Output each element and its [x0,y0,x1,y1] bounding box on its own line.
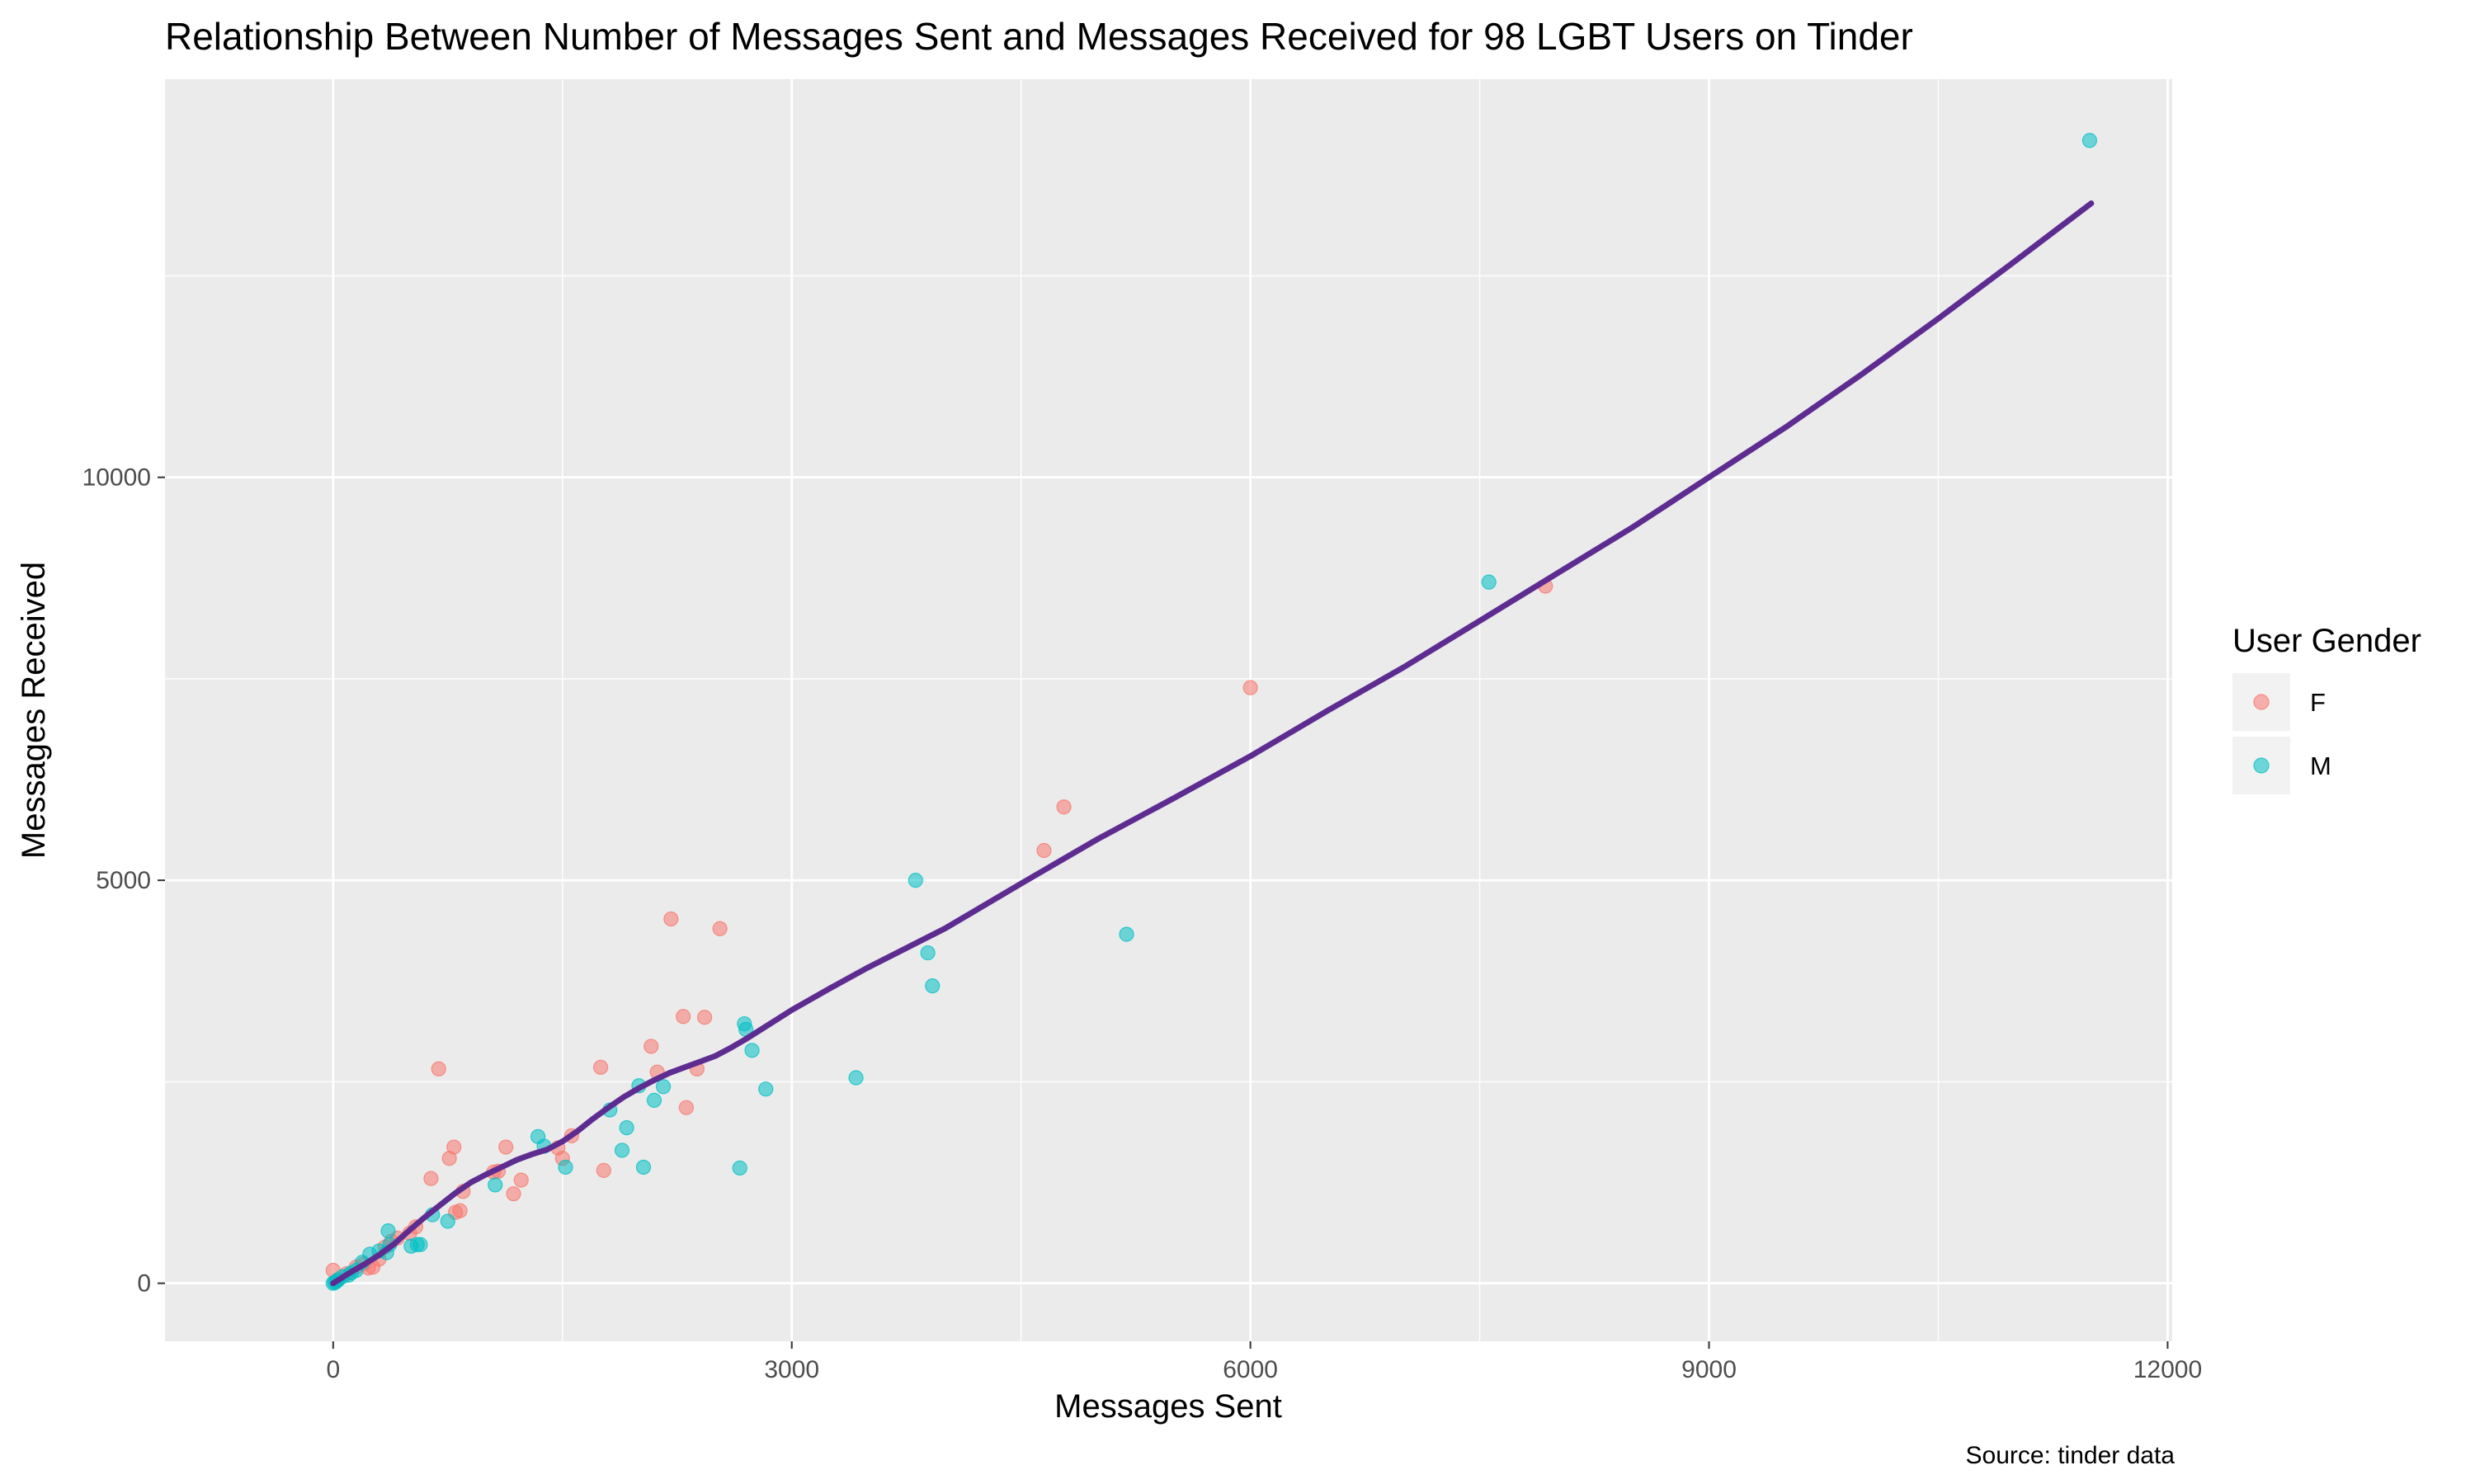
y-tick-label: 10000 [82,464,151,492]
legend: User Gender F M [2232,623,2421,794]
data-point-m [744,1043,760,1058]
data-point-f [506,1186,521,1202]
data-point-m [1481,574,1497,590]
x-tick-label: 6000 [1223,1356,1278,1383]
data-point-m [488,1177,503,1193]
data-point-m [908,873,923,888]
data-point-m [920,945,936,961]
x-tick-label: 3000 [764,1356,819,1383]
data-point-f [431,1061,446,1076]
data-point-m [635,1159,652,1175]
data-point-f [513,1172,529,1188]
y-tick-label: 5000 [96,867,151,894]
data-point-m [925,978,940,994]
y-axis-title: Messages Received [16,562,52,859]
data-point-m [380,1223,396,1239]
data-point-f [1242,680,1258,695]
data-point-m [1119,926,1134,942]
chart-title: Relationship Between Number of Messages … [165,15,1913,58]
data-point-f [1036,842,1052,859]
data-point-m [2081,133,2098,148]
data-point-f [423,1171,439,1186]
x-axis-ticks: 0 3000 6000 9000 12000 [326,1341,2202,1383]
data-point-f [697,1010,713,1025]
legend-label-m: M [2310,751,2331,780]
x-tick-label: 9000 [1681,1356,1737,1383]
x-tick-label: 12000 [2133,1356,2202,1383]
source-caption: Source: tinder data [1966,1442,2176,1469]
data-point-f [712,921,728,936]
plot-panel [165,79,2172,1341]
minor-gridlines [165,79,2172,1341]
legend-label-f: F [2310,688,2326,717]
legend-title: User Gender [2232,623,2421,659]
data-point-f [498,1139,514,1155]
smooth-line-layer [330,200,2095,1287]
data-point-m [732,1160,747,1176]
data-point-f [644,1039,659,1054]
data-point-m [646,1092,662,1108]
legend-key-f [2253,694,2270,710]
data-point-f [678,1100,694,1115]
data-point-m [848,1070,864,1086]
data-point-f [596,1162,611,1178]
legend-key-m [2253,757,2270,774]
data-point-m [440,1213,455,1229]
data-point-m [758,1081,774,1097]
data-point-m [614,1142,630,1158]
smooth-trend-line [330,200,2095,1287]
data-point-m [619,1119,634,1136]
data-point-m [655,1079,672,1095]
x-axis-title: Messages Sent [1054,1388,1282,1425]
y-tick-label: 0 [137,1270,151,1298]
y-axis-ticks: 0 5000 10000 [82,464,165,1298]
data-point-m [412,1237,428,1252]
data-point-f [452,1203,468,1218]
data-point-f [593,1059,609,1075]
data-point-f [676,1009,691,1025]
data-point-f [446,1139,462,1155]
data-point-m [558,1159,573,1175]
major-gridlines [165,79,2172,1341]
data-point-f [663,911,679,927]
data-point-f [1056,799,1072,815]
x-tick-label: 0 [326,1356,340,1383]
